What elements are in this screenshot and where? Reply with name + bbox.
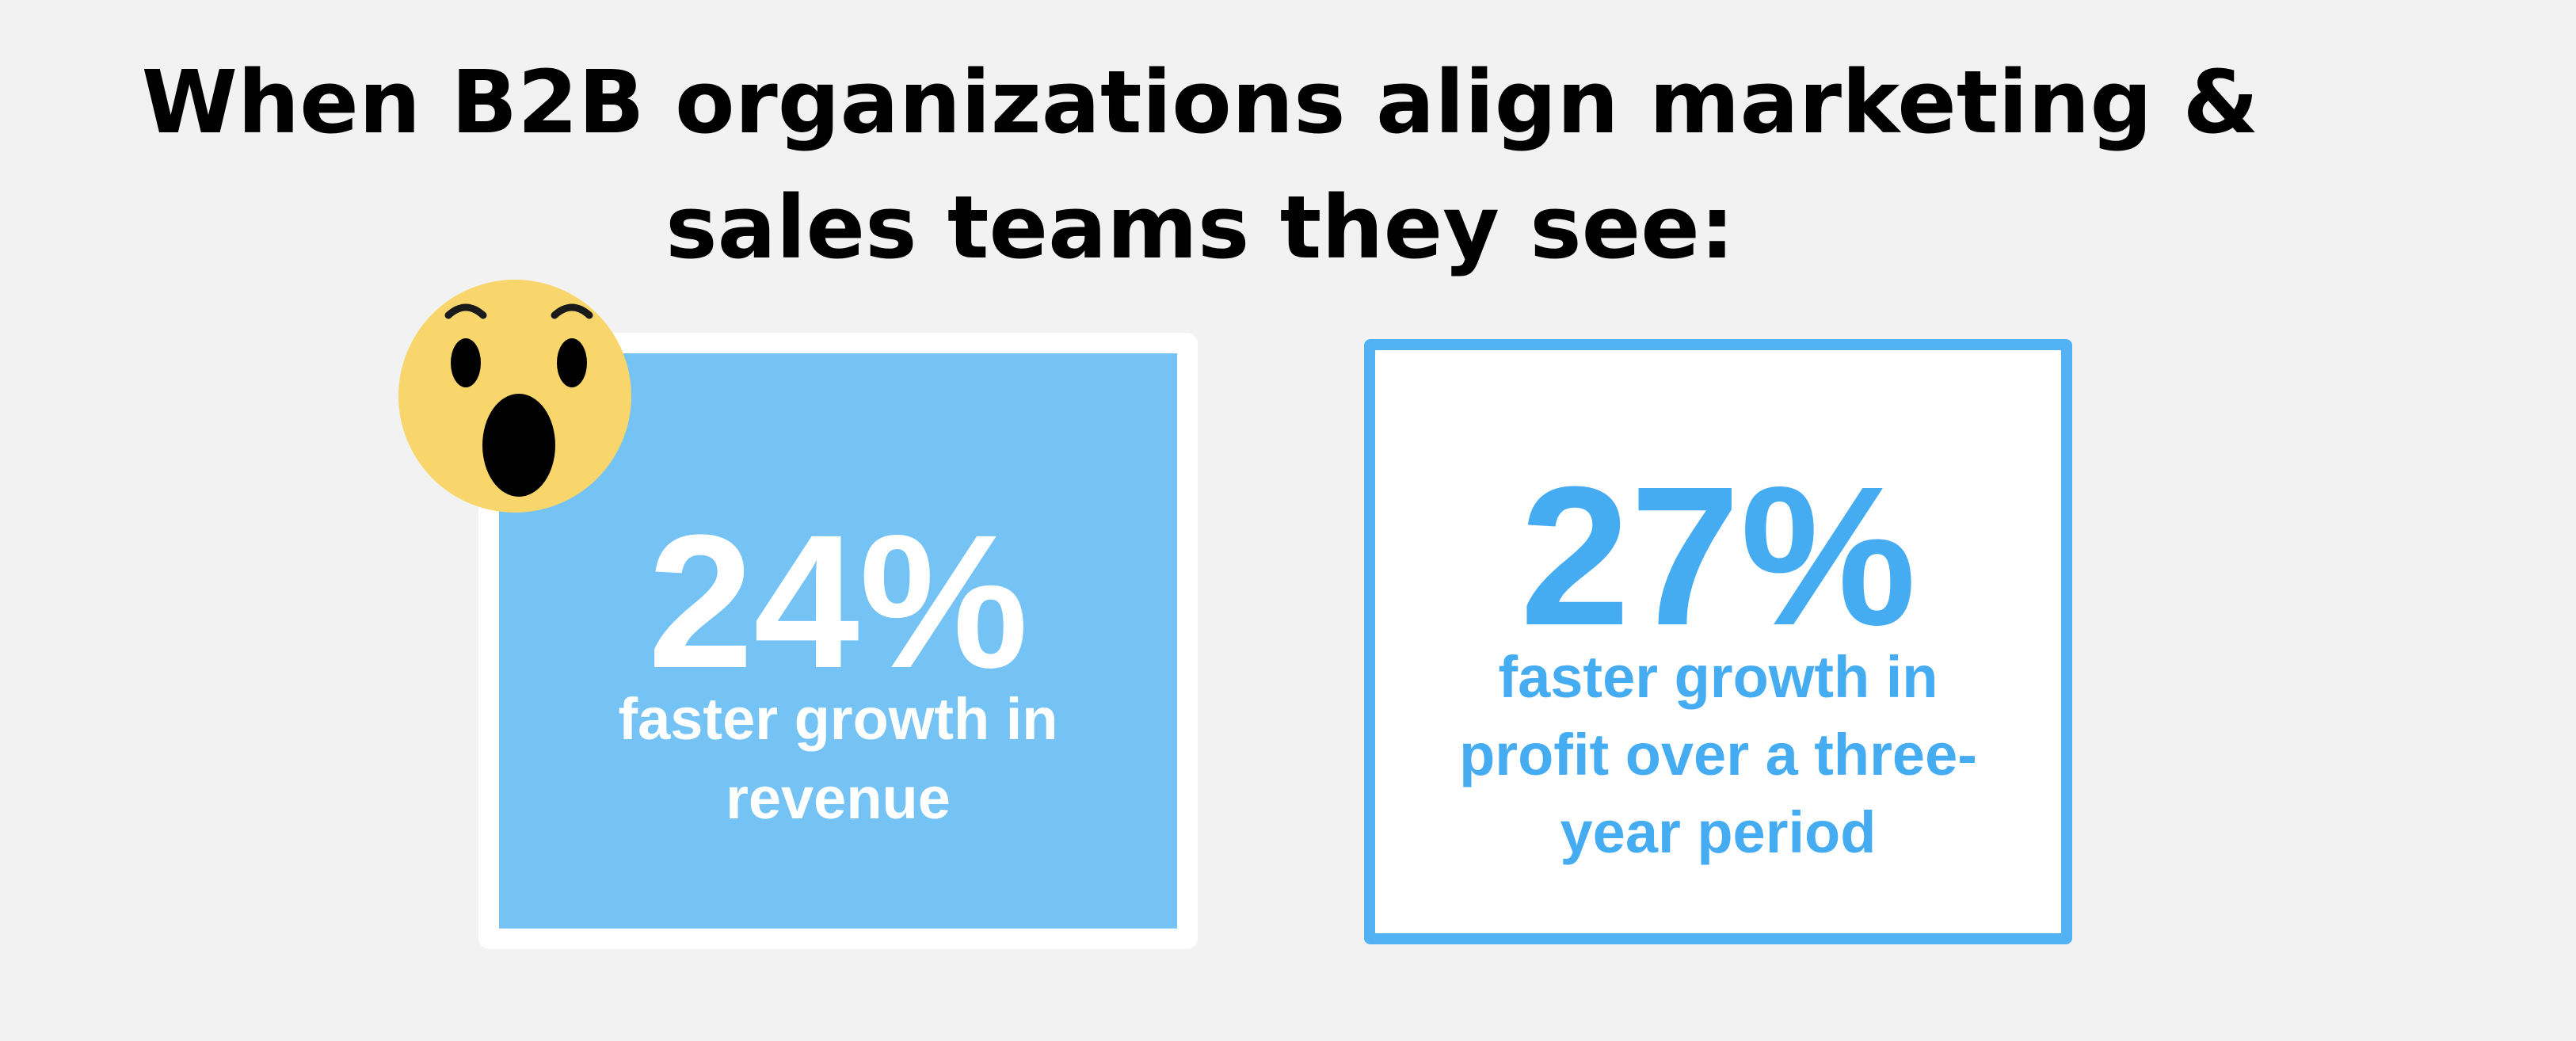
emoji-right-brow <box>551 303 593 319</box>
stat-card-revenue: 24% faster growth in revenue <box>478 333 1198 949</box>
stat-label-revenue-line-1: faster growth in <box>618 686 1058 752</box>
emoji-left-brow <box>444 303 487 319</box>
stat-value-revenue: 24% <box>647 495 1029 707</box>
emoji-left-eye <box>451 338 481 387</box>
headline-line-1: When B2B organizations align marketing & <box>141 51 2259 153</box>
emoji-right-eye <box>557 338 587 387</box>
headline-line-2: sales teams they see: <box>665 177 1735 278</box>
stat-label-revenue-line-2: revenue <box>726 765 951 831</box>
stat-label-profit: faster growth in profit over a three- ye… <box>1375 639 2061 871</box>
stat-value-profit: 27% <box>1519 445 1917 666</box>
emoji-mouth <box>482 394 555 497</box>
stat-label-profit-line-2: profit over a three- <box>1459 722 1977 787</box>
stat-card-profit: 27% faster growth in profit over a three… <box>1364 339 2072 944</box>
surprised-face-icon <box>398 280 631 513</box>
stat-label-profit-line-1: faster growth in <box>1498 644 1938 710</box>
stat-label-profit-line-3: year period <box>1560 799 1877 865</box>
headline: When B2B organizations align marketing &… <box>0 40 2400 290</box>
stat-label-revenue: faster growth in revenue <box>499 680 1177 838</box>
